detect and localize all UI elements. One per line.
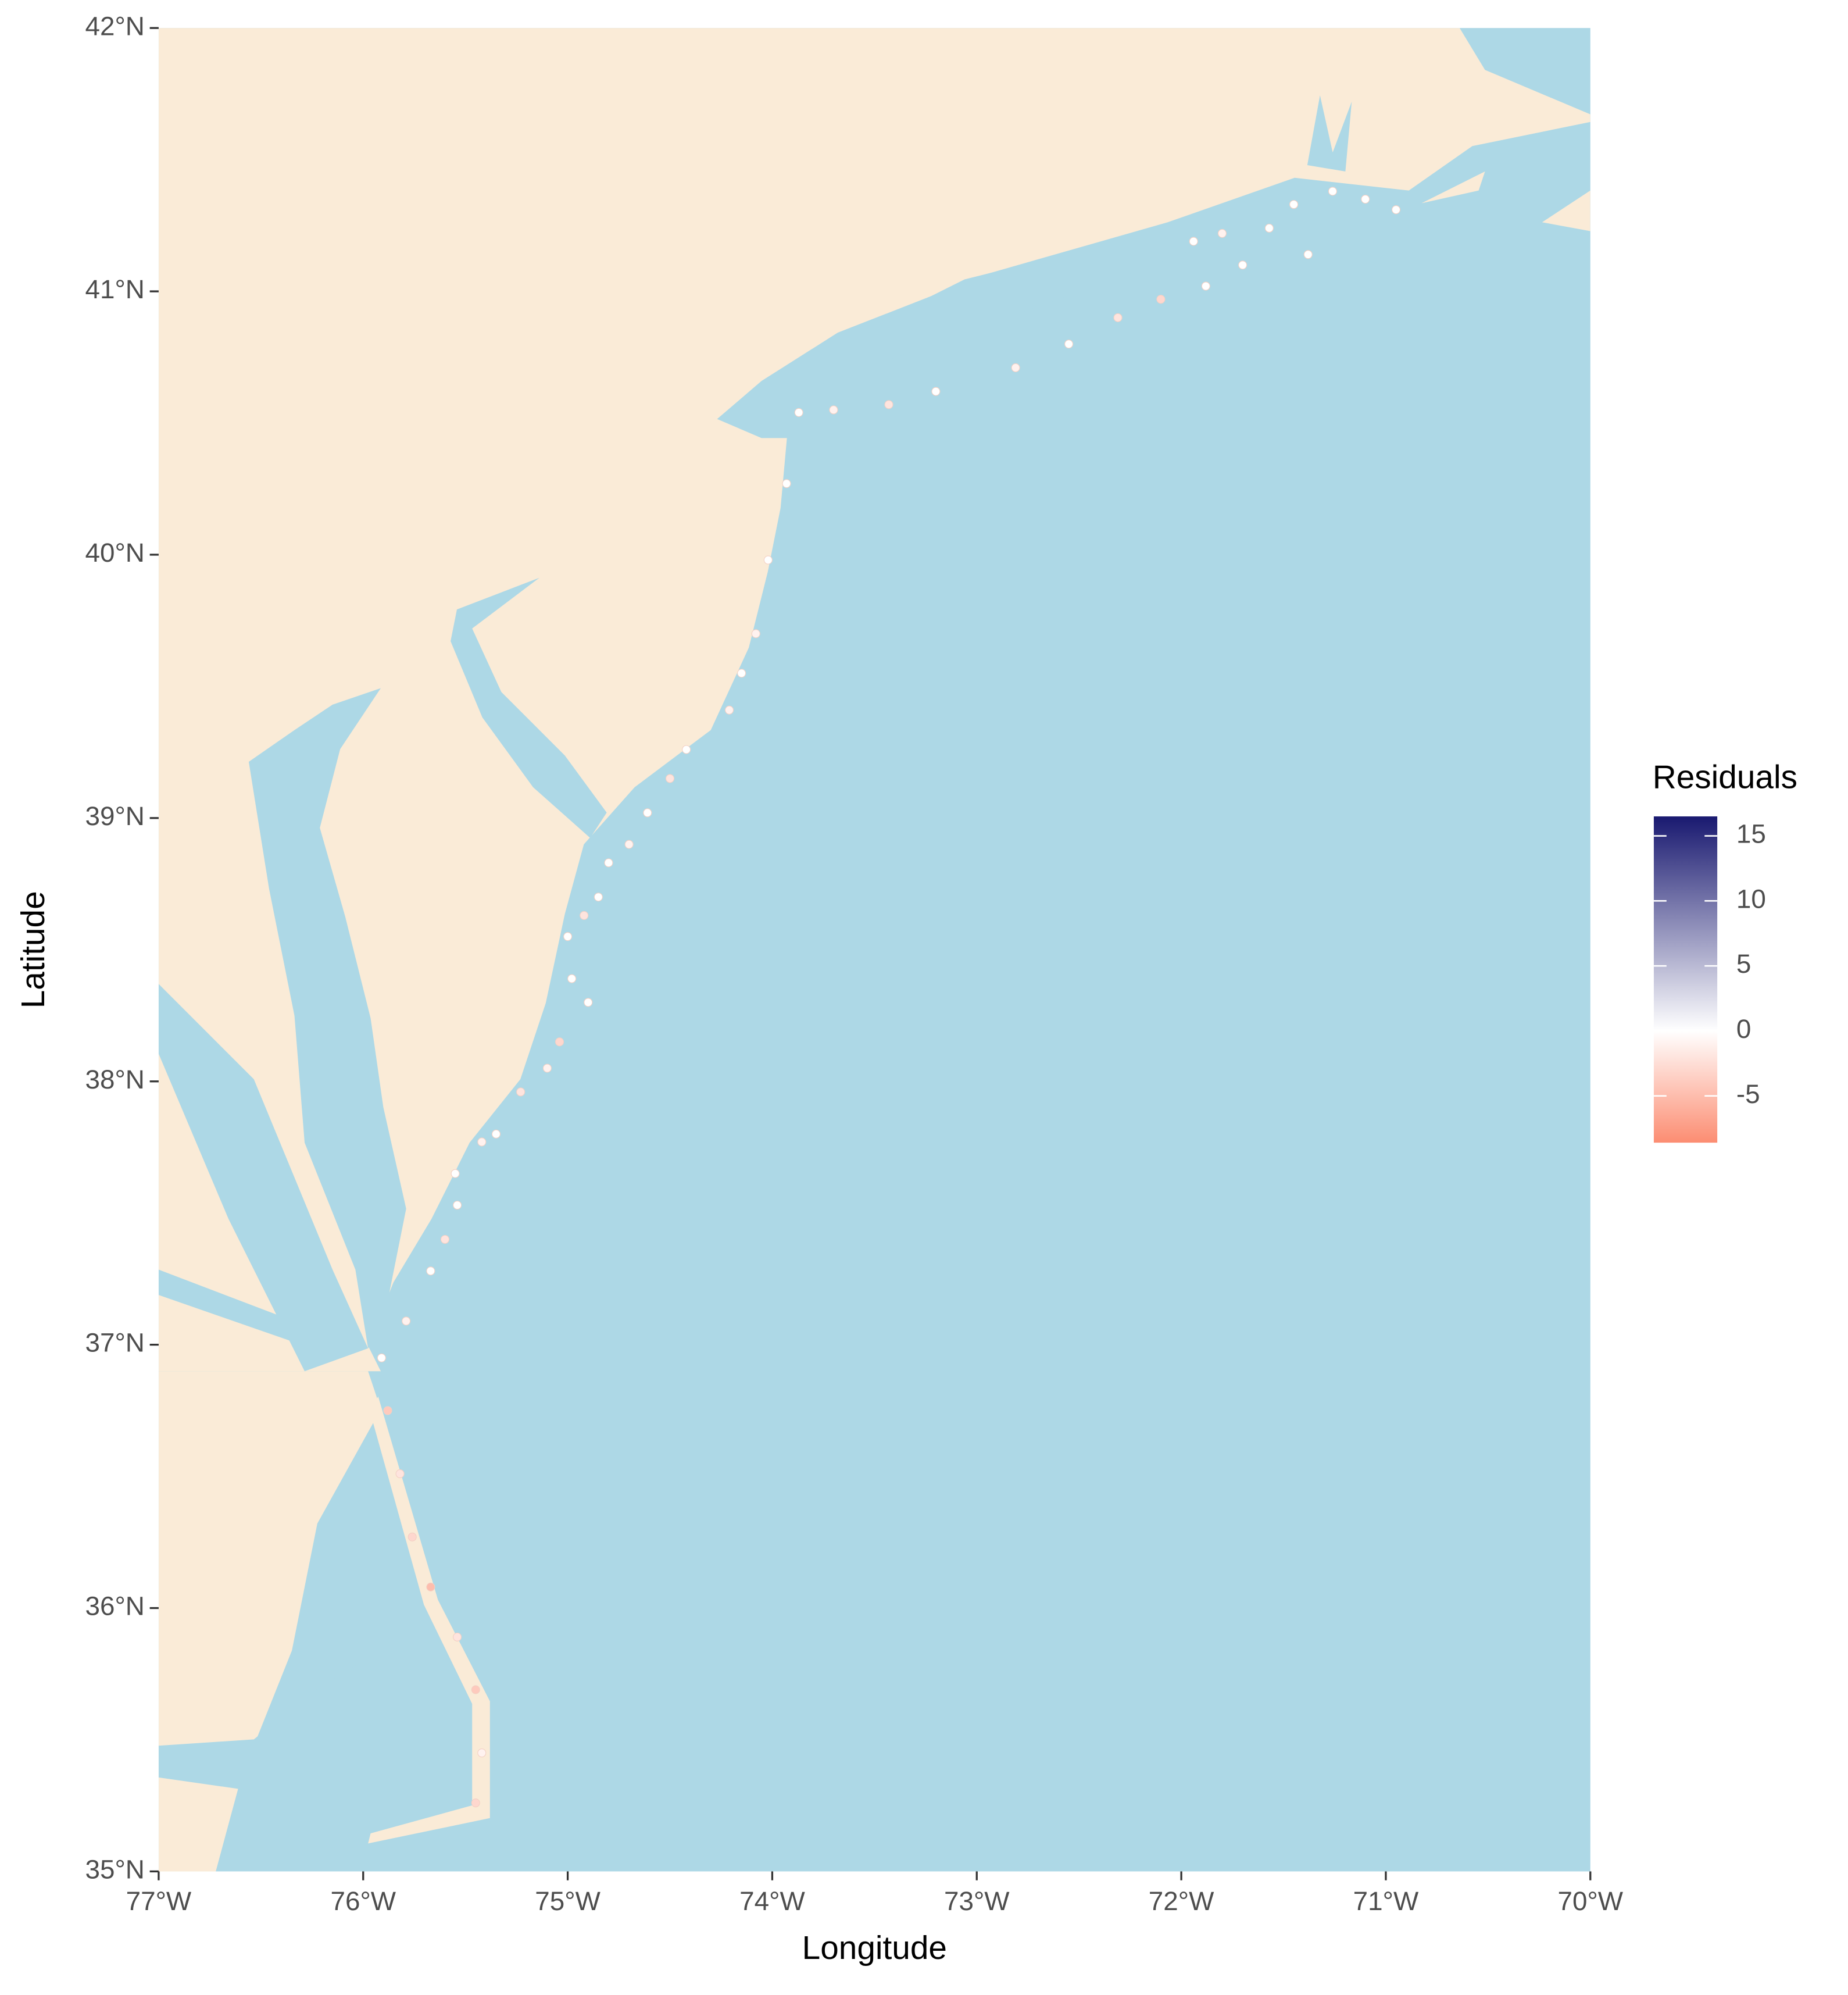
land-mass — [1542, 190, 1590, 231]
y-tick-label: 40°N — [85, 537, 144, 568]
bays — [158, 95, 1352, 1790]
colorbar-tick-label: 5 — [1736, 948, 1752, 979]
point — [453, 1632, 462, 1641]
point — [383, 1406, 392, 1415]
point — [1289, 200, 1299, 209]
x-tick-label: 74°W — [739, 1886, 805, 1916]
y-tick-label: 37°N — [85, 1327, 144, 1358]
point — [782, 479, 791, 488]
point — [408, 1532, 417, 1541]
point — [1011, 363, 1020, 372]
x-tick-label: 71°W — [1353, 1886, 1419, 1916]
point — [1361, 195, 1370, 204]
y-tick-label: 38°N — [85, 1064, 144, 1094]
point — [1391, 205, 1401, 215]
x-tick-label: 70°W — [1557, 1886, 1623, 1916]
x-tick-label: 77°W — [126, 1886, 192, 1916]
x-tick-label: 72°W — [1149, 1886, 1214, 1916]
point — [426, 1266, 435, 1276]
point — [542, 1063, 552, 1073]
point — [643, 808, 652, 818]
point — [516, 1087, 526, 1097]
x-tick-label: 73°W — [944, 1886, 1010, 1916]
point — [477, 1137, 487, 1147]
point — [737, 669, 746, 678]
bay — [248, 688, 406, 1348]
point — [931, 387, 941, 396]
point — [794, 408, 803, 417]
point — [491, 1129, 501, 1139]
barrier-island — [368, 1396, 490, 1844]
land-mass — [1421, 171, 1485, 204]
point — [594, 893, 603, 902]
point — [471, 1685, 480, 1694]
points — [377, 187, 1401, 1808]
point — [624, 840, 634, 849]
point — [829, 405, 838, 415]
point — [1189, 237, 1198, 246]
bay — [158, 984, 369, 1372]
point — [763, 555, 773, 565]
point — [567, 974, 577, 983]
point — [440, 1234, 450, 1244]
point — [453, 1201, 462, 1210]
point — [377, 1353, 386, 1362]
bay — [158, 1269, 305, 1346]
bay — [1307, 95, 1352, 172]
point — [1217, 229, 1227, 238]
axes: 77°W 76°W 75°W 74°W 73°W 72°W 71°W 70°W 35°N 36°N… — [85, 10, 1623, 1916]
point — [1264, 223, 1274, 233]
point — [402, 1316, 411, 1326]
point — [604, 858, 613, 868]
point — [751, 629, 760, 638]
colorbar — [1653, 816, 1718, 1143]
point — [1064, 340, 1074, 349]
point — [1201, 281, 1210, 291]
land-mass — [158, 28, 1590, 1372]
y-axis-title: Latitude — [15, 891, 52, 1008]
point — [563, 932, 573, 941]
y-tick-label: 36°N — [85, 1591, 144, 1621]
point — [584, 998, 593, 1007]
point — [1156, 295, 1166, 304]
point — [682, 745, 691, 754]
y-tick-label: 42°N — [85, 10, 144, 41]
bay — [158, 1650, 381, 1790]
point — [477, 1748, 487, 1758]
bay — [451, 577, 607, 838]
colorbar-tick-label: 0 — [1736, 1013, 1752, 1044]
point — [580, 911, 589, 920]
point — [471, 1798, 480, 1808]
colorbar-tick-label: 15 — [1736, 819, 1766, 849]
legend-title: Residuals — [1653, 759, 1797, 796]
point — [1328, 187, 1337, 196]
point — [395, 1469, 405, 1479]
point — [426, 1582, 435, 1591]
y-tick-label: 41°N — [85, 274, 144, 304]
y-tick-label: 35°N — [85, 1854, 144, 1885]
point — [1238, 260, 1248, 270]
point — [725, 705, 734, 715]
x-tick-label: 76°W — [330, 1886, 396, 1916]
colorbar-tick-label: 10 — [1736, 883, 1766, 913]
point — [884, 400, 893, 409]
bay — [723, 190, 1307, 422]
point — [1303, 250, 1313, 259]
point — [665, 774, 675, 783]
point — [1113, 313, 1123, 322]
x-axis-title: Longitude — [802, 1930, 947, 1967]
x-tick-label: 75°W — [535, 1886, 600, 1916]
point — [451, 1169, 460, 1178]
y-tick-label: 39°N — [85, 801, 144, 831]
legend: Residuals -5 0 5 10 15 — [1653, 759, 1797, 1143]
colorbar-tick-label: -5 — [1736, 1079, 1760, 1109]
point — [555, 1037, 564, 1047]
